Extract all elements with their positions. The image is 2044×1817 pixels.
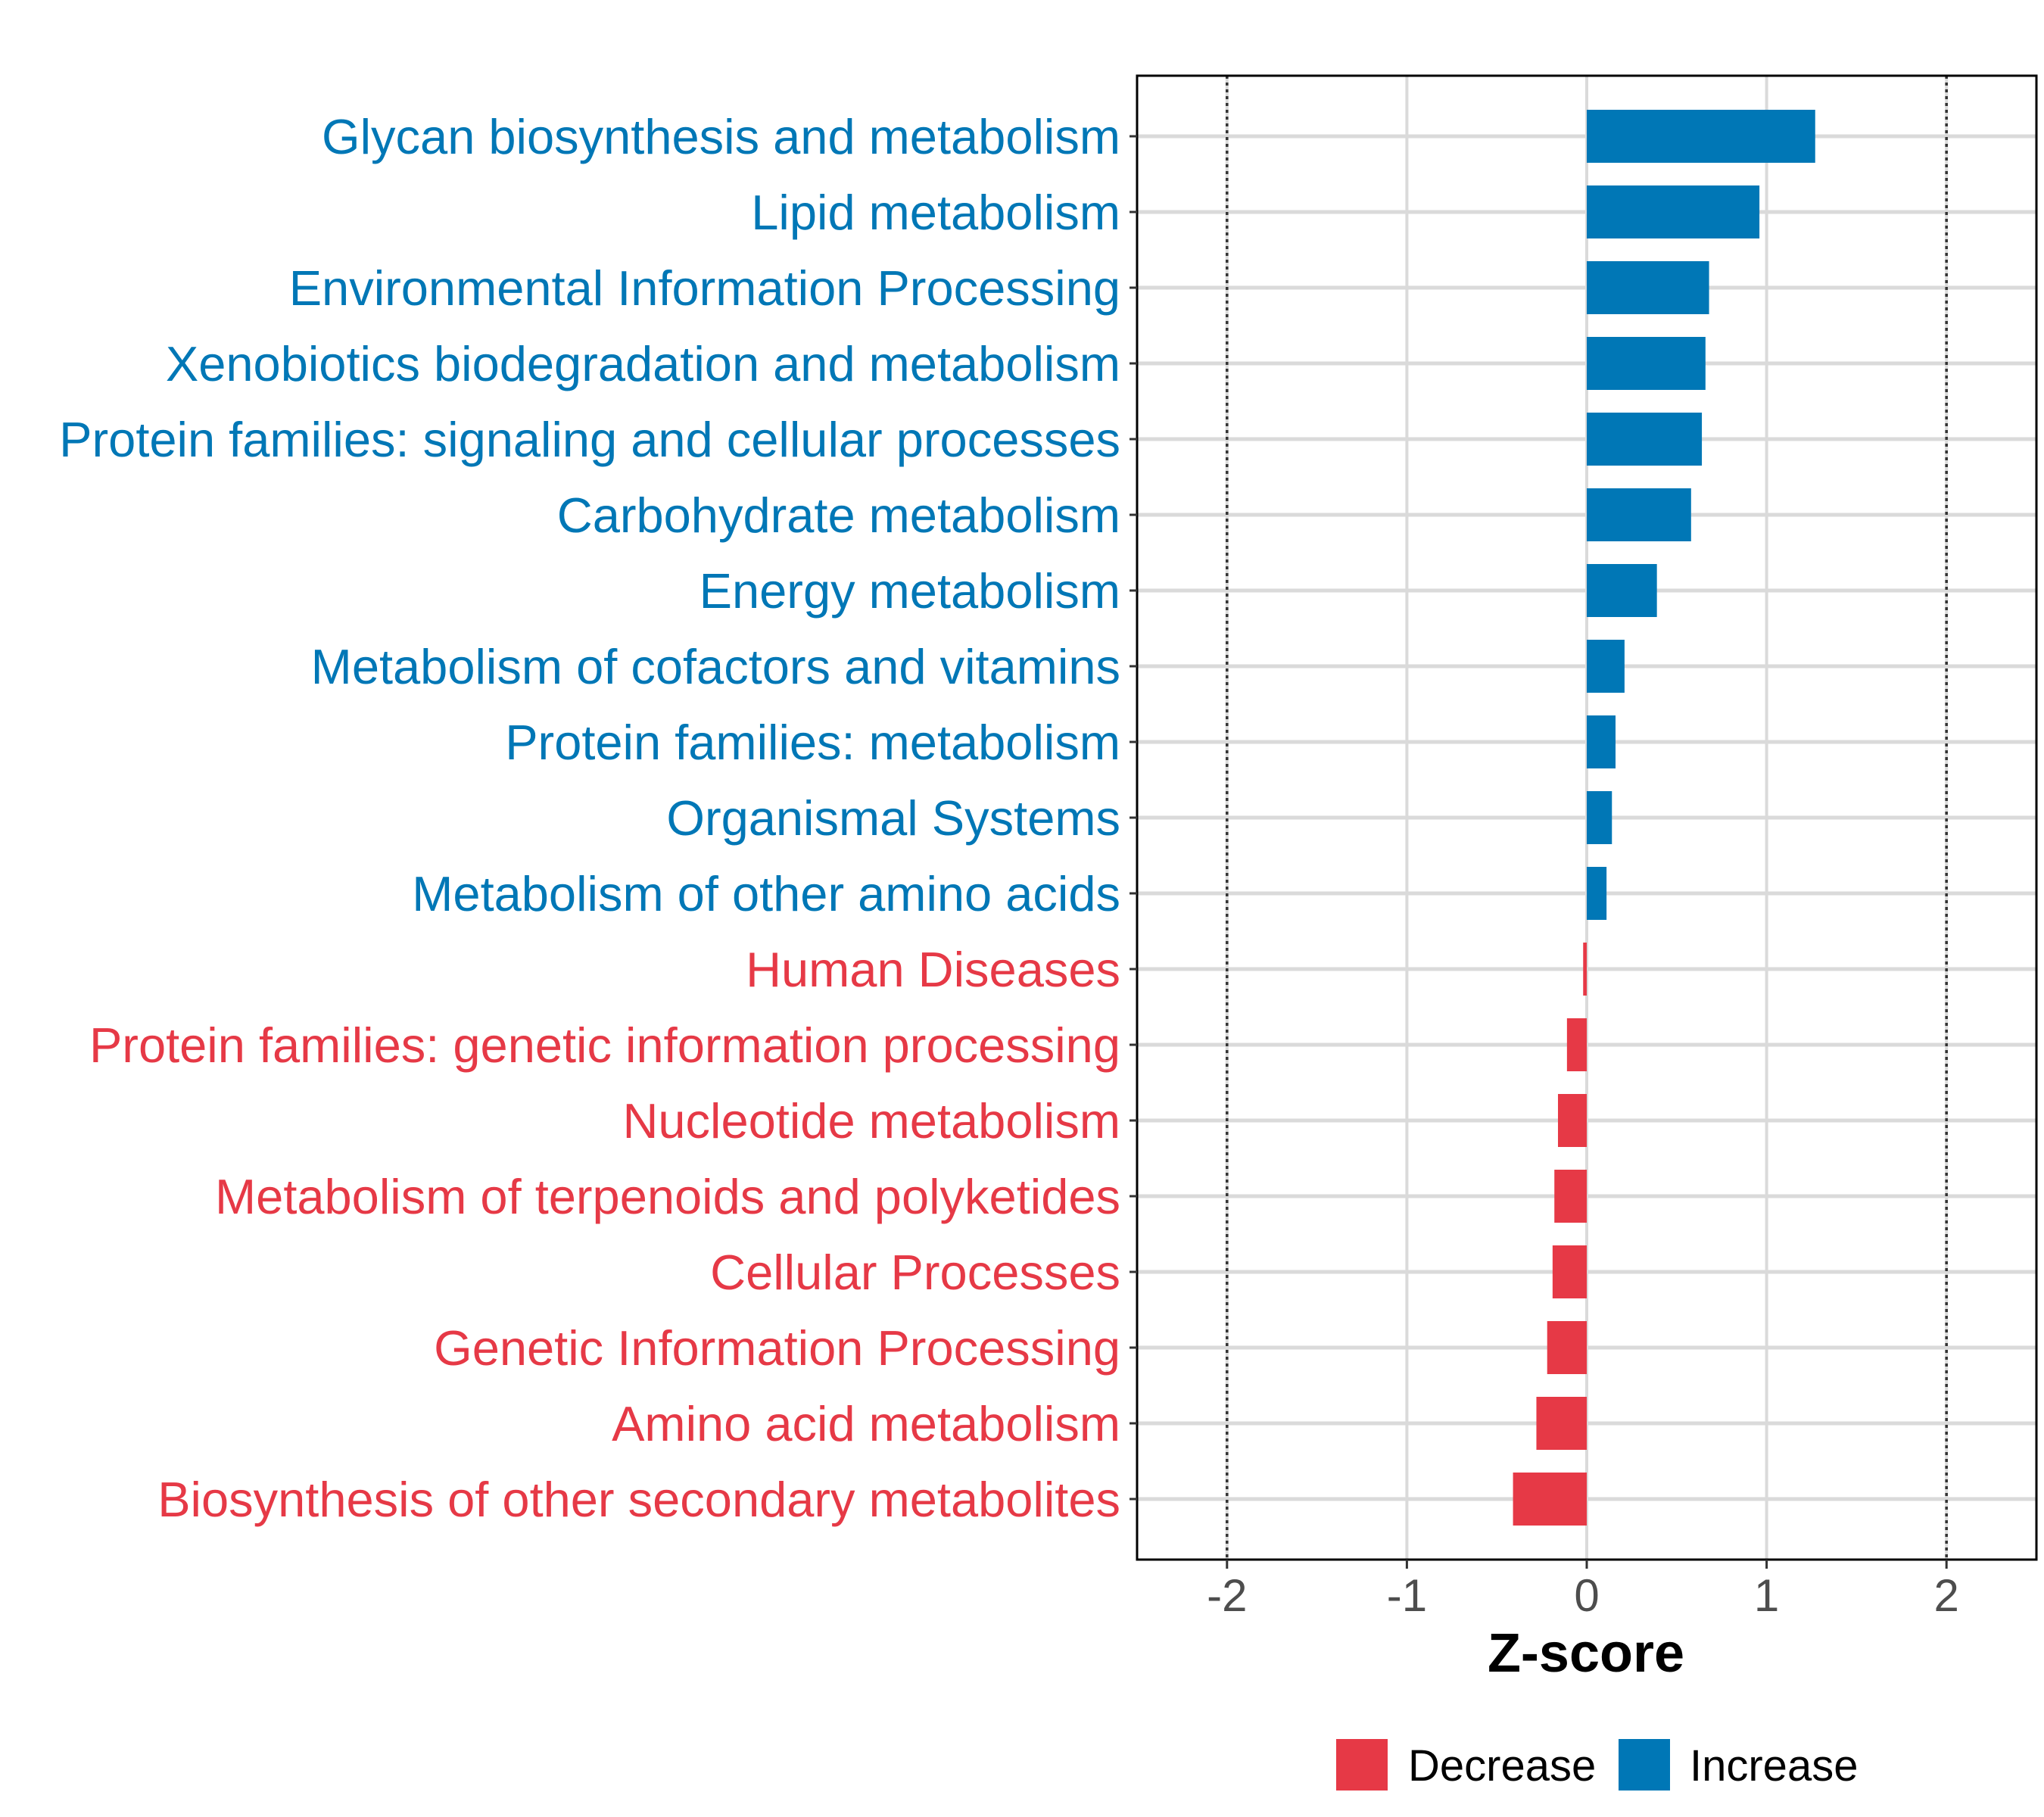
bar bbox=[1554, 1170, 1587, 1223]
category-label: Energy metabolism bbox=[700, 563, 1120, 619]
bar bbox=[1587, 488, 1691, 541]
category-label: Protein families: genetic information pr… bbox=[89, 1018, 1120, 1073]
bar bbox=[1552, 1245, 1587, 1298]
legend-key bbox=[1336, 1739, 1388, 1791]
category-label: Xenobiotics biodegradation and metabolis… bbox=[166, 336, 1120, 391]
bar bbox=[1536, 1397, 1587, 1450]
legend: Decrease Increase bbox=[1336, 1739, 1858, 1791]
x-tick-label: 0 bbox=[1574, 1570, 1599, 1621]
bars-layer bbox=[1513, 110, 1815, 1526]
category-label: Metabolism of cofactors and vitamins bbox=[311, 639, 1120, 694]
bar bbox=[1547, 1321, 1587, 1374]
category-label: Lipid metabolism bbox=[751, 185, 1120, 240]
bar bbox=[1587, 564, 1657, 617]
category-label: Biosynthesis of other secondary metaboli… bbox=[157, 1472, 1120, 1527]
category-label: Environmental Information Processing bbox=[289, 260, 1120, 316]
x-tick-label: 2 bbox=[1934, 1570, 1959, 1621]
category-label: Carbohydrate metabolism bbox=[557, 488, 1120, 543]
bar bbox=[1557, 1094, 1587, 1147]
x-tick-label: 1 bbox=[1754, 1570, 1779, 1621]
bar bbox=[1587, 715, 1616, 768]
bar bbox=[1587, 867, 1607, 920]
x-tick-label: -2 bbox=[1207, 1570, 1247, 1621]
category-label: Metabolism of other amino acids bbox=[412, 866, 1120, 921]
bar bbox=[1583, 943, 1587, 996]
bar bbox=[1587, 110, 1815, 163]
bar bbox=[1566, 1018, 1587, 1071]
legend-label: Increase bbox=[1690, 1741, 1858, 1791]
reference-lines-layer bbox=[1226, 76, 1948, 1560]
category-label: Metabolism of terpenoids and polyketides bbox=[215, 1169, 1120, 1224]
bar bbox=[1587, 185, 1760, 238]
category-label: Genetic Information Processing bbox=[434, 1320, 1120, 1376]
bar bbox=[1587, 640, 1625, 693]
bar bbox=[1587, 413, 1703, 466]
legend-label: Decrease bbox=[1408, 1741, 1596, 1791]
axis-ticks-layer: -2 -1 0 1 2 bbox=[1129, 135, 1959, 1621]
bar bbox=[1587, 791, 1612, 844]
bar bbox=[1587, 337, 1706, 390]
category-label: Amino acid metabolism bbox=[612, 1396, 1120, 1451]
category-label: Organismal Systems bbox=[666, 790, 1120, 846]
category-label: Glycan biosynthesis and metabolism bbox=[322, 109, 1120, 164]
category-label: Nucleotide metabolism bbox=[622, 1093, 1120, 1148]
x-tick-label: -1 bbox=[1387, 1570, 1427, 1621]
bar bbox=[1513, 1473, 1587, 1526]
category-label: Protein families: metabolism bbox=[505, 715, 1120, 770]
bar bbox=[1587, 261, 1709, 314]
category-label: Cellular Processes bbox=[710, 1245, 1120, 1300]
x-axis-title: Z-score bbox=[1488, 1623, 1684, 1684]
category-label: Protein families: signaling and cellular… bbox=[59, 412, 1120, 467]
legend-key bbox=[1619, 1739, 1670, 1791]
category-labels-layer: Glycan biosynthesis and metabolism Lipid … bbox=[59, 109, 1120, 1527]
category-label: Human Diseases bbox=[746, 942, 1120, 997]
